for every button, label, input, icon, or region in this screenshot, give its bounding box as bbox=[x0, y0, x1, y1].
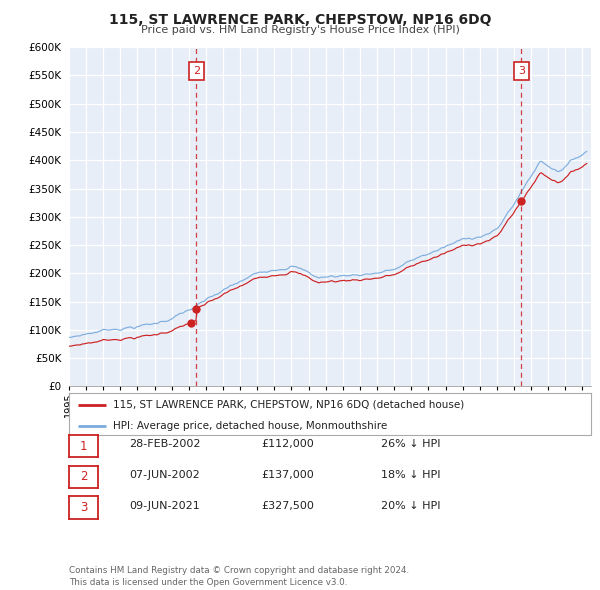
Text: Price paid vs. HM Land Registry's House Price Index (HPI): Price paid vs. HM Land Registry's House … bbox=[140, 25, 460, 35]
Text: 07-JUN-2002: 07-JUN-2002 bbox=[129, 470, 200, 480]
Text: 28-FEB-2002: 28-FEB-2002 bbox=[129, 440, 200, 449]
Text: 18% ↓ HPI: 18% ↓ HPI bbox=[381, 470, 440, 480]
Text: 115, ST LAWRENCE PARK, CHEPSTOW, NP16 6DQ (detached house): 115, ST LAWRENCE PARK, CHEPSTOW, NP16 6D… bbox=[113, 400, 464, 410]
Text: HPI: Average price, detached house, Monmouthshire: HPI: Average price, detached house, Monm… bbox=[113, 421, 388, 431]
Text: 09-JUN-2021: 09-JUN-2021 bbox=[129, 501, 200, 510]
Text: 115, ST LAWRENCE PARK, CHEPSTOW, NP16 6DQ: 115, ST LAWRENCE PARK, CHEPSTOW, NP16 6D… bbox=[109, 13, 491, 27]
Text: 26% ↓ HPI: 26% ↓ HPI bbox=[381, 440, 440, 449]
Text: 2: 2 bbox=[80, 470, 87, 483]
Text: 20% ↓ HPI: 20% ↓ HPI bbox=[381, 501, 440, 510]
Text: 3: 3 bbox=[518, 66, 525, 76]
Text: 2: 2 bbox=[193, 66, 200, 76]
Text: £112,000: £112,000 bbox=[261, 440, 314, 449]
Text: 3: 3 bbox=[80, 501, 87, 514]
Text: £137,000: £137,000 bbox=[261, 470, 314, 480]
Text: Contains HM Land Registry data © Crown copyright and database right 2024.
This d: Contains HM Land Registry data © Crown c… bbox=[69, 566, 409, 587]
Text: 1: 1 bbox=[80, 440, 87, 453]
Text: £327,500: £327,500 bbox=[261, 501, 314, 510]
